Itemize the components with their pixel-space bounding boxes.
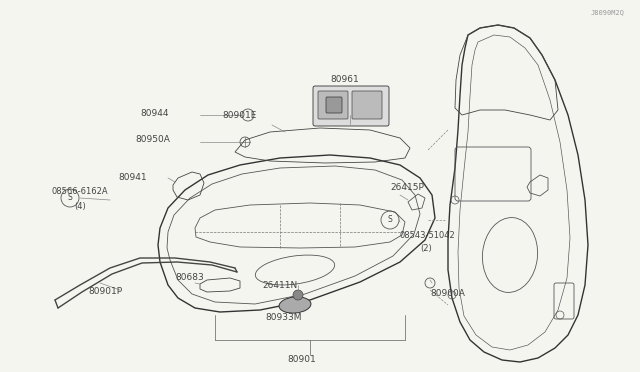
FancyBboxPatch shape <box>326 97 342 113</box>
FancyBboxPatch shape <box>313 86 389 126</box>
Text: S: S <box>68 193 72 202</box>
Text: (2): (2) <box>420 244 432 253</box>
Text: 08543-51042: 08543-51042 <box>400 231 456 240</box>
Text: 80901P: 80901P <box>88 288 122 296</box>
Text: 26415P: 26415P <box>390 183 424 192</box>
Text: S: S <box>388 215 392 224</box>
Text: (4): (4) <box>74 202 86 212</box>
Text: 80944: 80944 <box>140 109 168 118</box>
Text: 08566-6162A: 08566-6162A <box>52 187 108 196</box>
Text: 80901E: 80901E <box>222 110 257 119</box>
Circle shape <box>293 290 303 300</box>
Ellipse shape <box>279 297 311 313</box>
Text: 80941: 80941 <box>118 173 147 183</box>
FancyBboxPatch shape <box>318 91 348 119</box>
Text: 80933M: 80933M <box>265 314 301 323</box>
Text: J8090M2Q: J8090M2Q <box>591 9 625 15</box>
Text: 80900A: 80900A <box>430 289 465 298</box>
FancyBboxPatch shape <box>352 91 382 119</box>
Text: 26411N: 26411N <box>262 280 297 289</box>
Text: 80950A: 80950A <box>135 135 170 144</box>
Text: 80901: 80901 <box>287 356 316 365</box>
Text: 80961: 80961 <box>331 76 360 84</box>
Text: 80683: 80683 <box>175 273 204 282</box>
